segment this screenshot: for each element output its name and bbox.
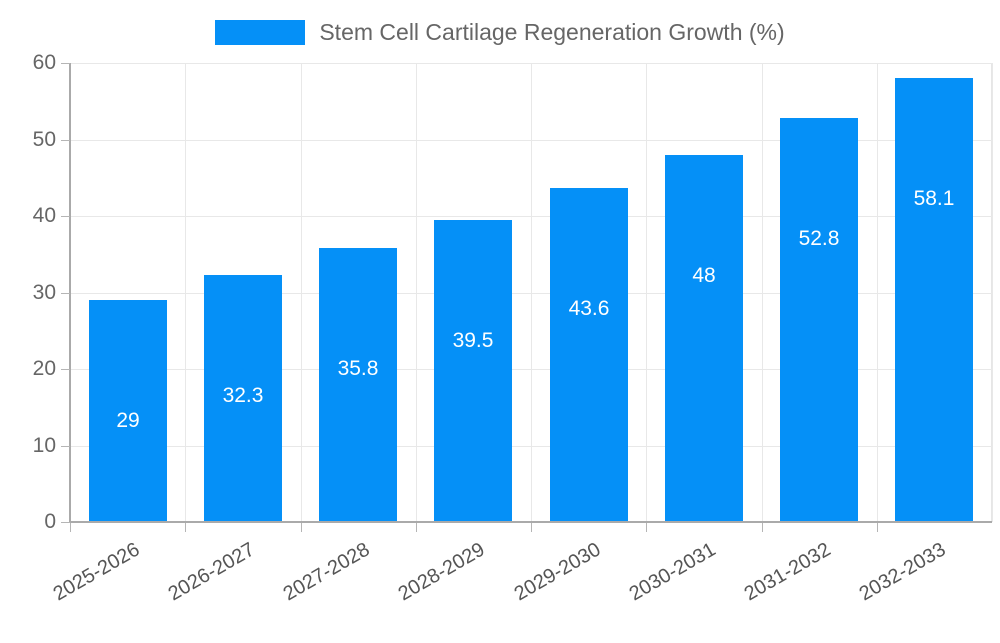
bar[interactable] — [780, 118, 858, 522]
gridline-vertical — [646, 63, 647, 522]
bar-value-label: 29 — [116, 409, 140, 433]
bar[interactable] — [665, 154, 743, 522]
legend-series-label: Stem Cell Cartilage Regeneration Growth … — [319, 18, 785, 45]
bar-value-label: 39.5 — [452, 328, 494, 352]
bar[interactable] — [204, 274, 282, 522]
gridline-vertical — [301, 63, 302, 522]
bar[interactable] — [319, 248, 397, 522]
bar[interactable] — [550, 188, 628, 522]
gridline-vertical — [877, 63, 878, 522]
x-axis-line — [69, 521, 992, 523]
y-tick-label: 60 — [32, 51, 56, 74]
bar[interactable] — [895, 77, 973, 522]
gridline-vertical — [185, 63, 186, 522]
y-tick-label: 30 — [32, 280, 56, 304]
y-tick-label: 10 — [32, 433, 56, 457]
y-tick-label: 20 — [32, 357, 56, 380]
y-tick-mark — [61, 216, 70, 217]
gridline-vertical — [992, 63, 993, 522]
gridline-vertical — [531, 63, 532, 522]
x-tick-mark — [70, 523, 71, 532]
bar[interactable] — [89, 300, 167, 522]
bar-value-label: 32.3 — [222, 383, 264, 407]
x-tick-mark — [646, 523, 647, 532]
legend-color-swatch — [215, 19, 306, 45]
y-tick-mark — [61, 63, 70, 64]
x-tick-mark — [531, 523, 532, 532]
y-tick-mark — [61, 445, 70, 447]
bar-value-label: 48 — [692, 263, 716, 287]
bar[interactable] — [434, 219, 512, 522]
y-tick-label: 50 — [32, 127, 56, 151]
bar-value-label: 43.6 — [568, 297, 610, 321]
y-tick-label: 40 — [32, 204, 56, 227]
bar-value-label: 52.8 — [798, 227, 840, 251]
y-tick-label: 0 — [44, 510, 56, 533]
gridline-vertical — [416, 63, 417, 522]
y-axis-line — [69, 63, 71, 523]
x-tick-mark — [762, 523, 763, 532]
bar-chart: Stem Cell Cartilage Regeneration Growth … — [0, 14, 1000, 606]
gridline-vertical — [762, 63, 763, 522]
y-tick-mark — [61, 369, 70, 370]
x-tick-mark — [301, 523, 302, 532]
y-tick-mark — [61, 522, 70, 523]
y-tick-mark — [61, 139, 70, 141]
y-tick-mark — [61, 292, 70, 294]
bar-value-label: 58.1 — [913, 186, 955, 210]
plot-area: 29 32.3 35.8 39.5 43.6 48 52.8 58.1 — [70, 63, 993, 523]
chart-legend: Stem Cell Cartilage Regeneration Growth … — [0, 14, 1000, 50]
x-tick-mark — [416, 523, 417, 532]
bar-value-label: 35.8 — [337, 357, 379, 381]
x-tick-mark — [185, 523, 186, 532]
x-tick-mark — [877, 523, 878, 532]
